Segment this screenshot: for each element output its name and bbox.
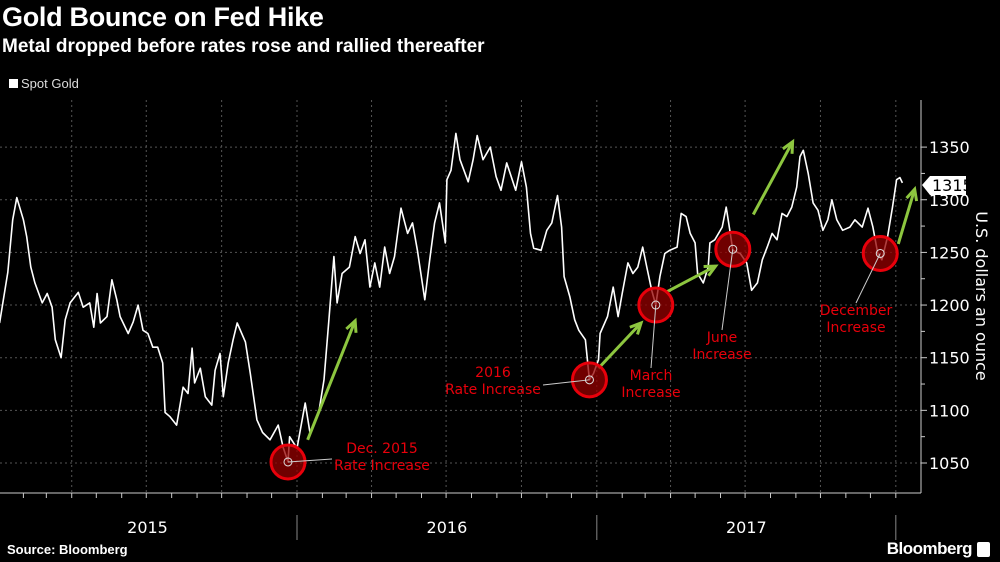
- annotation-leader: [650, 305, 657, 369]
- annotation-leader: [542, 379, 590, 386]
- annotation-point: [283, 457, 293, 467]
- annotation-label: 2016: [475, 365, 511, 381]
- annotation-label: December: [820, 303, 893, 319]
- arrow-head-icon: [345, 317, 358, 333]
- last-value-text: 1315: [932, 176, 973, 195]
- y-tick-label: 1350: [929, 138, 970, 157]
- annotation-point: [728, 244, 738, 254]
- x-tick-label: 2017: [726, 518, 767, 537]
- source-note: Source: Bloomberg: [7, 542, 128, 557]
- annotation-label: Dec. 2015: [346, 441, 418, 457]
- y-tick-label: 1300: [929, 191, 970, 210]
- arrow-head-icon: [629, 320, 644, 335]
- series-line-spot-gold: [0, 132, 904, 463]
- annotation-point: [651, 300, 661, 310]
- annotation-label: March: [630, 368, 673, 384]
- y-axis-label: U.S. dollars an ounce: [972, 211, 991, 381]
- x-tick-label: 2016: [427, 518, 468, 537]
- annotation-leader: [855, 253, 881, 304]
- annotation-label: June: [706, 330, 738, 346]
- trend-arrow-shaft: [597, 321, 643, 370]
- trend-arrow-shaft: [306, 320, 357, 441]
- legend-swatch: [9, 79, 18, 88]
- bloomberg-logo: Bloomberg: [887, 539, 990, 559]
- last-value-box: [922, 176, 966, 195]
- annotation-label: Increase: [621, 385, 680, 401]
- annotation-label: Increase: [692, 347, 751, 363]
- trend-arrow-shaft: [664, 264, 717, 294]
- annotation-label: Rate Increase: [334, 458, 430, 474]
- y-tick-label: 1200: [929, 296, 970, 315]
- annotation-point: [584, 375, 594, 385]
- grid: [0, 100, 921, 493]
- chart-title: Gold Bounce on Fed Hike: [2, 2, 324, 32]
- annotation-leader: [287, 458, 333, 463]
- trend-arrow-shaft: [751, 141, 794, 216]
- annotation-label: Rate Increase: [445, 382, 541, 398]
- y-tick-label: 1150: [929, 349, 970, 368]
- arrow-head-icon: [703, 264, 719, 277]
- annotation-point: [875, 248, 885, 258]
- y-tick-label: 1100: [929, 401, 970, 420]
- annotation-leader: [721, 249, 734, 331]
- arrow-head-icon: [905, 185, 919, 202]
- y-tick-label: 1250: [929, 243, 970, 262]
- y-tick-label: 1050: [929, 454, 970, 473]
- axes: 1050 1100 1150 1200 1250 1300 1350 2015 2016 2017: [0, 100, 970, 540]
- brand-text: Bloomberg: [886, 539, 973, 558]
- legend-label: Spot Gold: [21, 76, 79, 91]
- arrow-head-icon: [781, 138, 795, 154]
- chart-subtitle: Metal dropped before rates rose and rall…: [2, 36, 485, 57]
- last-value-tag: 1315: [922, 176, 973, 195]
- annotation-label: Increase: [826, 320, 885, 336]
- legend: Spot Gold: [9, 76, 79, 91]
- bloomberg-terminal-icon: [977, 541, 990, 557]
- x-tick-label: 2015: [127, 518, 168, 537]
- trend-arrow-shaft: [896, 188, 917, 245]
